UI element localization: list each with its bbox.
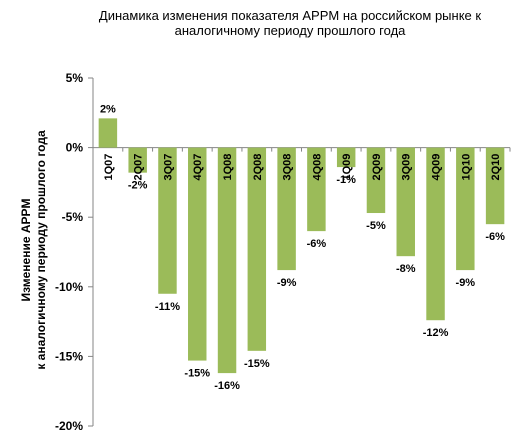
x-tick-label: 4Q08 (311, 154, 323, 181)
chart-title-line-1: Динамика изменения показателя APPM на ро… (98, 8, 482, 23)
y-tick-label: 5% (66, 71, 84, 85)
bar (247, 147, 267, 351)
chart-title: Динамика изменения показателя APPM на ро… (80, 8, 500, 38)
x-tick-label: 4Q07 (192, 154, 204, 181)
x-tick-label: 4Q09 (431, 154, 443, 181)
data-label: -5% (366, 220, 386, 232)
bar (426, 147, 445, 321)
data-label: -2% (128, 180, 148, 192)
data-label: -15% (244, 358, 270, 370)
data-label: -6% (485, 231, 505, 243)
x-tick-label: 3Q07 (162, 154, 174, 181)
bar (98, 118, 118, 148)
y-tick-label: -15% (55, 349, 83, 363)
bar (188, 147, 207, 361)
data-label: 2% (100, 103, 116, 115)
x-tick-label: 1Q10 (460, 154, 472, 181)
x-tick-label: 1Q08 (222, 154, 234, 181)
y-tick-label: -20% (55, 419, 83, 433)
bar (217, 147, 237, 374)
data-label: -11% (155, 301, 180, 313)
bar (128, 147, 147, 173)
bar (307, 147, 326, 232)
data-labels: 2% 1Q07 -2%2Q07 -11% 3Q07 -15% 4Q07 -16% 1Q08 -15… (100, 103, 505, 392)
bar (158, 147, 177, 294)
bar (336, 147, 356, 168)
x-tick-label: 1Q09 (341, 154, 353, 181)
x-tick-label: 3Q09 (401, 154, 413, 181)
y-tick-label: 0% (66, 141, 84, 155)
chart-title-line-2: аналогичному периоду прошлого года (174, 23, 406, 38)
data-label: -8% (396, 263, 416, 275)
data-label: -16% (214, 380, 240, 392)
x-tick-label: 2Q10 (490, 154, 502, 181)
y-tick-label: -10% (55, 280, 83, 294)
data-label: -1% (336, 174, 356, 186)
data-label: -12% (423, 327, 449, 339)
bar (366, 147, 386, 214)
x-tick-label: 2Q07 (133, 154, 145, 181)
bar (277, 147, 296, 271)
x-tick-label: 1Q07 (103, 154, 115, 181)
y-tick-label: -5% (62, 210, 84, 224)
bars (98, 118, 505, 374)
data-label: -15% (184, 368, 210, 380)
data-label: -6% (307, 238, 327, 250)
x-tick-label: 2Q09 (371, 154, 383, 181)
data-label: -9% (277, 277, 297, 289)
x-tick-label: 3Q08 (282, 154, 294, 181)
bar (456, 147, 475, 271)
data-label: -9% (456, 277, 476, 289)
bar (485, 147, 505, 225)
bar (396, 147, 415, 257)
x-tick-label: 2Q08 (252, 154, 264, 181)
